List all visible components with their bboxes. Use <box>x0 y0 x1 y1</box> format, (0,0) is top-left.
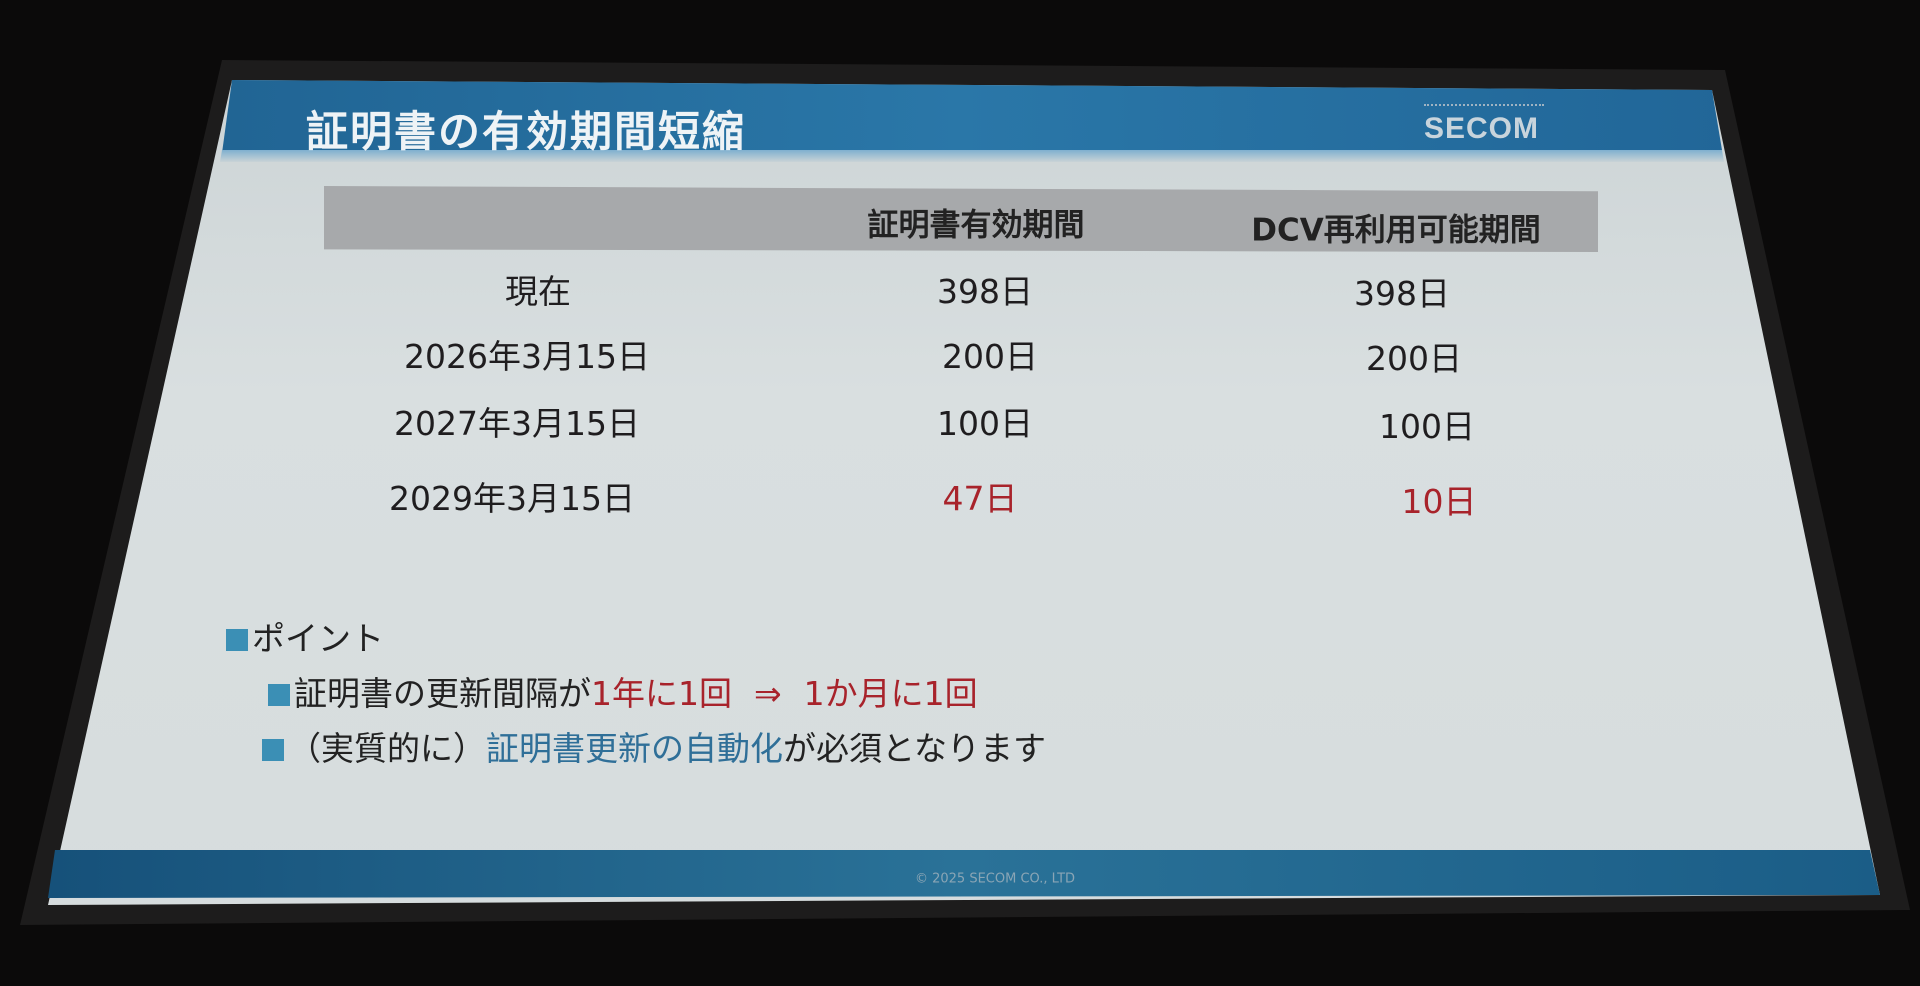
bullet-square-icon <box>226 629 248 651</box>
points-heading-text: ポイント <box>252 619 384 658</box>
point-highlight: 証明書更新の自動化 <box>486 729 783 768</box>
point-text: が必須となります <box>783 729 1047 768</box>
header-validity: 証明書有効期間 <box>867 207 1085 244</box>
row-validity: 100日 <box>937 404 1033 443</box>
row-date: 現在 <box>505 272 571 311</box>
slide-title: 証明書の有効期間短縮 <box>306 107 747 156</box>
row-validity: 398日 <box>937 272 1033 311</box>
header-gradient-strip <box>220 150 1724 162</box>
bullet-square-icon <box>268 684 290 706</box>
slide-header-band <box>222 80 1722 153</box>
row-validity: 47日 <box>942 479 1018 518</box>
row-dcv: 100日 <box>1379 407 1475 446</box>
row-date: 2027年3月15日 <box>394 404 640 443</box>
bullet-square-icon <box>262 739 284 761</box>
point-text: 証明書の更新間隔が <box>294 674 591 713</box>
secom-logo: SECOM <box>1424 112 1540 145</box>
row-dcv: 398日 <box>1354 274 1450 313</box>
point-item-renewal-interval: 証明書の更新間隔が1年に1回 ⇒ 1か月に1回 <box>268 667 978 715</box>
slide-footer-band <box>48 850 1880 898</box>
arrow-icon: ⇒ <box>754 674 782 713</box>
table-header-bar <box>324 186 1598 252</box>
row-date: 2029年3月15日 <box>389 479 635 518</box>
copyright: © 2025 SECOM CO., LTD <box>914 871 1076 887</box>
point-item-automation: （実質的に）証明書更新の自動化が必須となります <box>262 722 1046 770</box>
logo-tagline <box>1424 104 1544 109</box>
row-dcv: 10日 <box>1401 482 1477 521</box>
point-highlight: 1年に1回 <box>591 674 732 713</box>
row-date: 2026年3月15日 <box>404 337 650 376</box>
point-text: （実質的に） <box>288 729 486 768</box>
row-dcv: 200日 <box>1366 339 1462 378</box>
header-dcv: DCV再利用可能期間 <box>1251 212 1541 249</box>
row-validity: 200日 <box>942 337 1038 376</box>
point-highlight: 1か月に1回 <box>803 674 978 713</box>
points-heading: ポイント <box>226 612 384 660</box>
